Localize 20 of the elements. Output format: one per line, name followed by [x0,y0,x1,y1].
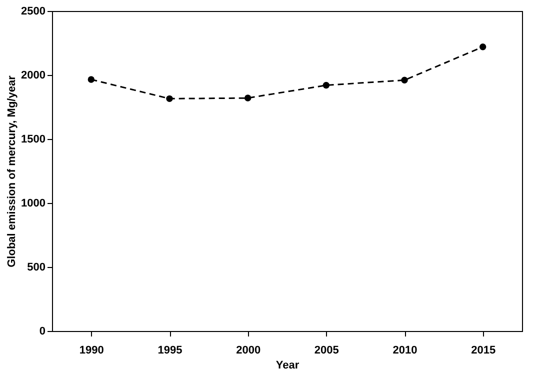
y-tick-label: 500 [27,262,46,274]
x-tick-label: 2005 [314,344,339,356]
x-tick-label: 2010 [392,344,418,356]
x-tick-label: 1995 [158,344,182,356]
point [88,76,95,83]
point [244,94,252,102]
y-tick-label: 2000 [21,70,46,82]
point [479,43,486,50]
x-tick-label: 2000 [236,344,261,356]
x-tick-label: 1990 [79,344,104,356]
point [401,76,408,84]
point [166,95,173,102]
point [322,82,330,89]
y-tick-label: 2500 [21,6,46,18]
y-axis-title: Global emission of mercury, Mg/year [6,74,18,268]
y-tick-label: 0 [39,326,46,338]
y-tick-label: 1500 [21,134,46,146]
x-tick-label: 2015 [471,344,496,356]
y-tick-label: 1000 [21,198,46,210]
x-axis-title: Year [276,360,300,372]
